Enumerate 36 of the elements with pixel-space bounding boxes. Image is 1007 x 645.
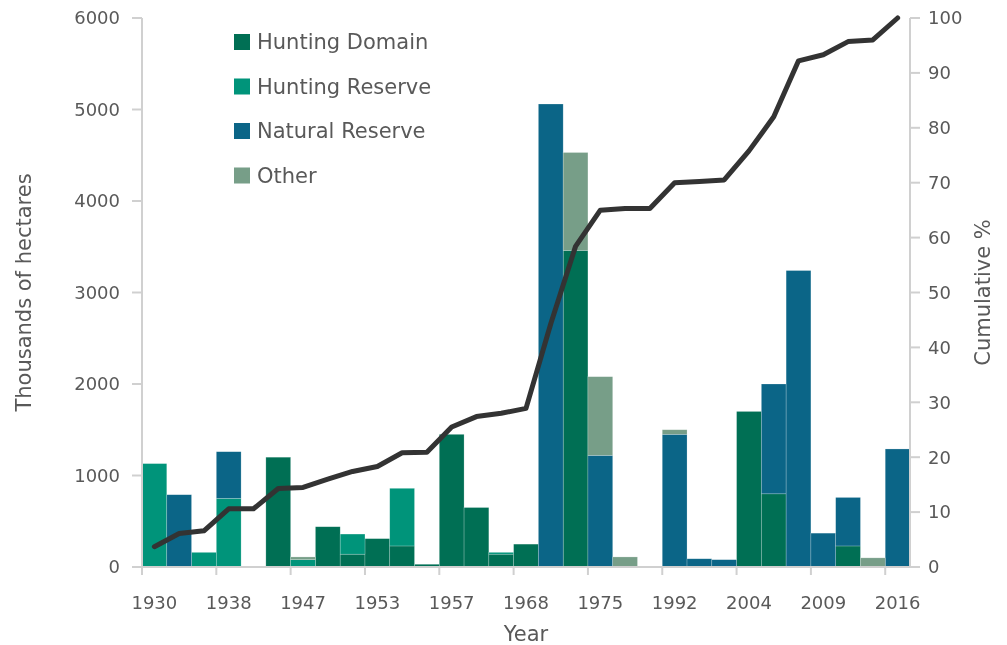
x-axis-title: Year [502, 622, 549, 645]
y-tick-label: 1000 [74, 464, 120, 486]
x-tick-label: 1930 [131, 592, 178, 613]
x-tick-label: 1975 [577, 592, 624, 613]
x-tick-label: 2016 [874, 592, 921, 613]
y-tick-label: 2000 [74, 373, 120, 395]
y-axis-title: Thousands of hectares [12, 173, 36, 413]
legend-label: Natural Reserve [257, 119, 426, 144]
x-tick-label: 1953 [354, 592, 401, 613]
y2-tick-label: 30 [928, 391, 951, 413]
x-tick-label: 2009 [800, 592, 847, 613]
y-tick-label: 3000 [74, 281, 120, 303]
legend-label: Hunting Domain [257, 30, 429, 55]
x-tick-label: 2004 [726, 592, 772, 613]
x-tick-label: 1957 [428, 592, 475, 613]
y2-tick-label: 60 [928, 226, 951, 248]
y-tick-label: 6000 [74, 7, 120, 29]
y2-tick-label: 70 [928, 172, 951, 193]
y2-tick-label: 100 [928, 7, 963, 29]
y2-axis-title: Cumulative % [971, 219, 995, 366]
y-tick-label: 4000 [74, 190, 120, 212]
y2-tick-label: 80 [928, 117, 951, 139]
y2-tick-label: 0 [928, 556, 940, 578]
y2-tick-label: 90 [928, 62, 951, 84]
y-tick-label: 5000 [74, 98, 120, 120]
x-tick-label: 1947 [280, 592, 326, 613]
x-tick-label: 1938 [205, 592, 252, 613]
legend-label: Other [257, 163, 317, 188]
y2-tick-label: 50 [928, 281, 951, 303]
y2-tick-label: 20 [928, 446, 951, 468]
y-tick-label: 0 [108, 556, 120, 578]
x-tick-label: 1968 [503, 592, 549, 613]
legend-label: Hunting Reserve [257, 74, 432, 99]
x-tick-label: 1992 [651, 592, 698, 613]
y2-tick-label: 10 [928, 501, 951, 523]
y2-tick-label: 40 [928, 336, 951, 358]
